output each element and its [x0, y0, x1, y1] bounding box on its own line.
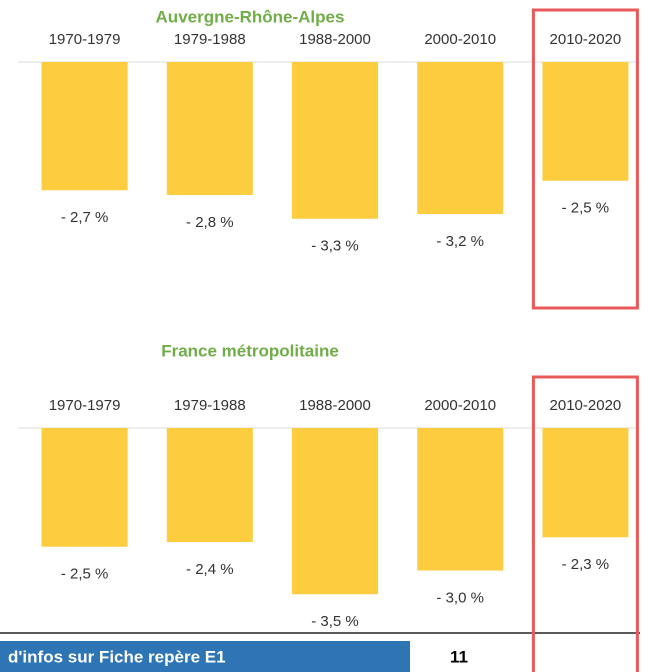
bar [292, 62, 378, 219]
value-label: - 2,3 % [562, 556, 610, 573]
highlight-box [531, 8, 639, 310]
value-label: - 2,4 % [186, 561, 234, 578]
x-tick-label: 2000-2010 [424, 397, 496, 414]
x-tick-label: 2000-2010 [424, 31, 496, 48]
chart-title: France métropolitaine [161, 341, 339, 360]
value-label: - 2,5 % [562, 200, 610, 217]
x-tick-label: 1988-2000 [299, 31, 371, 48]
page-number: 11 [450, 647, 468, 666]
value-label: - 2,8 % [186, 214, 234, 231]
value-label: - 2,7 % [61, 209, 109, 226]
x-tick-label: 2010-2020 [550, 397, 622, 414]
bar [417, 428, 504, 571]
bar [417, 62, 504, 214]
x-tick-label: 1979-1988 [174, 397, 246, 414]
footer-text: d'infos sur Fiche repère E1 [8, 647, 226, 666]
bar [166, 428, 253, 542]
value-label: - 2,5 % [61, 566, 109, 583]
x-tick-label: 1970-1979 [49, 397, 121, 414]
bar [542, 428, 629, 538]
bar [292, 428, 378, 595]
highlight-box [531, 375, 639, 672]
value-label: - 3,3 % [311, 238, 359, 255]
footer-banner [0, 641, 410, 672]
x-tick-label: 1979-1988 [174, 31, 246, 48]
x-tick-label: 1988-2000 [299, 397, 371, 414]
value-label: - 3,5 % [311, 613, 359, 630]
value-label: - 3,0 % [436, 589, 484, 606]
chart-title: Auvergne-Rhône-Alpes [156, 7, 345, 26]
value-label: - 3,2 % [436, 233, 484, 250]
bar [166, 62, 253, 195]
x-tick-label: 2010-2020 [550, 31, 622, 48]
bar [542, 62, 629, 181]
x-tick-label: 1970-1979 [49, 31, 121, 48]
bar [41, 428, 128, 547]
bar [41, 62, 128, 191]
